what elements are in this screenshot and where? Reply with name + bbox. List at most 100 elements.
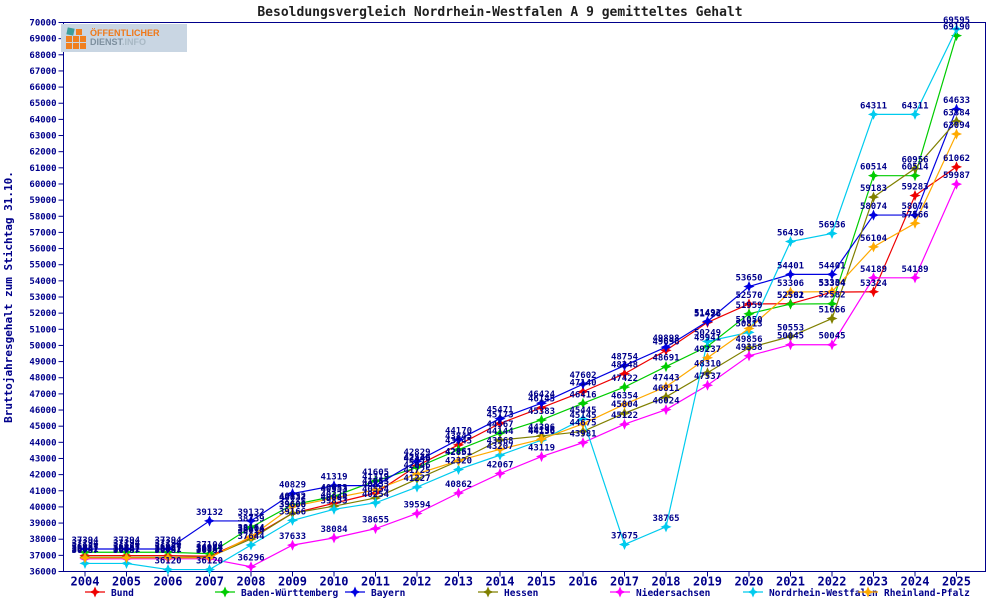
svg-text:50813: 50813 <box>735 319 762 329</box>
svg-text:36887: 36887 <box>71 544 98 554</box>
svg-text:36944: 36944 <box>196 543 224 553</box>
svg-text:56436: 56436 <box>777 229 804 239</box>
svg-text:56000: 56000 <box>29 245 56 255</box>
svg-text:41319: 41319 <box>362 473 389 483</box>
svg-text:56936: 56936 <box>818 220 845 230</box>
svg-text:2015: 2015 <box>527 575 556 589</box>
oeffentlicher-dienst-logo[interactable]: ÖFFENTLICHER DIENST.INFO <box>61 24 187 52</box>
svg-text:62000: 62000 <box>29 148 56 158</box>
svg-text:36987: 36987 <box>113 543 140 553</box>
svg-text:37194: 37194 <box>71 539 99 549</box>
svg-text:36000: 36000 <box>29 568 56 578</box>
svg-text:52000: 52000 <box>29 309 56 319</box>
logo-text-line1: ÖFFENTLICHER <box>90 28 160 38</box>
svg-text:50249: 50249 <box>694 328 721 338</box>
svg-text:45145: 45145 <box>569 411 596 421</box>
svg-text:37194: 37194 <box>154 539 182 549</box>
svg-text:65000: 65000 <box>29 99 56 109</box>
svg-text:39594: 39594 <box>403 500 431 510</box>
svg-text:40032: 40032 <box>279 493 306 503</box>
svg-text:47140: 47140 <box>569 379 596 389</box>
svg-text:2018: 2018 <box>652 575 681 589</box>
svg-text:47422: 47422 <box>611 374 638 384</box>
svg-text:38104: 38104 <box>237 525 265 535</box>
svg-text:61000: 61000 <box>29 164 56 174</box>
svg-text:39166: 39166 <box>279 507 306 517</box>
svg-text:59283: 59283 <box>901 183 928 193</box>
svg-text:39000: 39000 <box>29 519 56 529</box>
svg-text:36887: 36887 <box>113 544 140 554</box>
svg-text:45804: 45804 <box>611 400 639 410</box>
legend-item-Baden-Württemberg: Baden-Württemberg <box>215 586 339 599</box>
axes: 36000 37000 38000 39000 40000 41000 42000 43000… <box>2 19 986 589</box>
logo-text-line2: DIENST.INFO <box>90 37 147 47</box>
svg-text:38739: 38739 <box>237 514 264 524</box>
svg-text:54000: 54000 <box>29 277 56 287</box>
svg-text:49237: 49237 <box>694 345 721 355</box>
svg-text:57566: 57566 <box>901 210 928 220</box>
svg-text:2023: 2023 <box>859 575 888 589</box>
legend-item-Niedersachsen: Niedersachsen <box>610 586 710 599</box>
svg-text:52570: 52570 <box>735 291 762 301</box>
svg-text:44675: 44675 <box>569 418 596 428</box>
svg-text:36841: 36841 <box>196 545 223 555</box>
svg-text:44567: 44567 <box>486 420 513 430</box>
svg-text:37394: 37394 <box>154 536 182 546</box>
svg-text:37675: 37675 <box>611 531 638 541</box>
svg-text:64311: 64311 <box>901 101 928 111</box>
svg-text:60514: 60514 <box>860 163 888 173</box>
svg-text:48248: 48248 <box>611 361 638 371</box>
svg-text:49696: 49696 <box>652 337 679 347</box>
svg-text:40044: 40044 <box>320 493 348 503</box>
svg-text:45122: 45122 <box>611 411 638 421</box>
svg-text:69190: 69190 <box>943 23 970 33</box>
legend-item-Bund: Bund <box>85 586 134 599</box>
svg-text:Bund: Bund <box>111 588 134 599</box>
svg-text:58000: 58000 <box>29 212 56 222</box>
svg-text:46145: 46145 <box>528 395 555 405</box>
svg-text:36841: 36841 <box>71 545 98 555</box>
svg-text:37194: 37194 <box>113 539 141 549</box>
svg-text:43845: 43845 <box>445 432 472 442</box>
svg-text:Bayern: Bayern <box>371 588 405 599</box>
svg-text:Bruttojahresgehalt zum Stichta: Bruttojahresgehalt zum Stichtag 31.10. <box>2 171 15 423</box>
svg-text:42067: 42067 <box>486 461 513 471</box>
svg-text:63000: 63000 <box>29 132 56 142</box>
svg-text:40000: 40000 <box>29 503 56 513</box>
svg-text:42546: 42546 <box>403 453 430 463</box>
svg-text:41053: 41053 <box>362 477 389 487</box>
chart-title: Besoldungsvergleich Nordrhein-Westfalen … <box>257 5 743 20</box>
svg-text:47537: 47537 <box>694 372 721 382</box>
svg-text:47000: 47000 <box>29 390 56 400</box>
svg-text:66000: 66000 <box>29 83 56 93</box>
svg-text:44144: 44144 <box>486 427 514 437</box>
svg-text:37633: 37633 <box>279 532 306 542</box>
svg-text:46024: 46024 <box>652 397 680 407</box>
svg-text:60514: 60514 <box>901 163 929 173</box>
svg-text:49941: 49941 <box>694 333 721 343</box>
svg-text:51492: 51492 <box>694 308 721 318</box>
svg-text:44136: 44136 <box>528 427 555 437</box>
svg-text:45471: 45471 <box>486 406 513 416</box>
svg-text:36787: 36787 <box>196 546 223 556</box>
svg-text:2005: 2005 <box>112 575 141 589</box>
svg-text:57000: 57000 <box>29 228 56 238</box>
svg-text:2012: 2012 <box>403 575 432 589</box>
svg-text:50553: 50553 <box>777 324 804 334</box>
svg-text:42320: 42320 <box>445 456 472 466</box>
svg-text:48310: 48310 <box>694 360 721 370</box>
svg-text:53000: 53000 <box>29 293 56 303</box>
svg-text:56104: 56104 <box>860 234 888 244</box>
logo-squares-icon <box>65 27 87 49</box>
svg-text:60000: 60000 <box>29 180 56 190</box>
svg-text:70000: 70000 <box>29 19 56 29</box>
svg-text:42046: 42046 <box>403 461 430 471</box>
svg-text:52582: 52582 <box>818 291 845 301</box>
svg-text:51000: 51000 <box>29 325 56 335</box>
svg-text:Niedersachsen: Niedersachsen <box>636 588 710 599</box>
svg-text:59987: 59987 <box>943 171 970 181</box>
svg-text:46000: 46000 <box>29 406 56 416</box>
svg-text:67000: 67000 <box>29 67 56 77</box>
